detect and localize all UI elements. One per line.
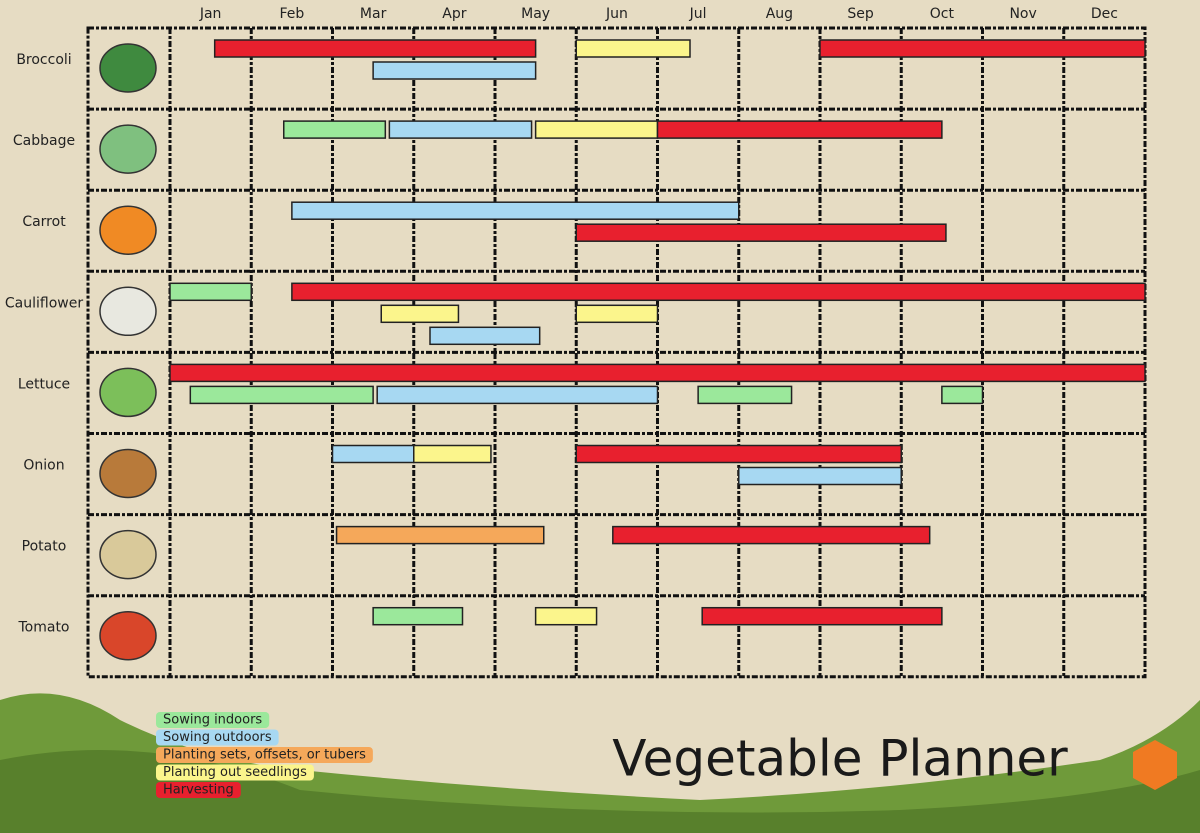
activity-bar <box>534 606 598 626</box>
activity-bar <box>941 385 984 405</box>
activity-bar <box>575 39 691 58</box>
month-label: Aug <box>766 6 793 22</box>
activity-bar <box>388 120 533 139</box>
activity-bar <box>372 606 464 626</box>
row-label: Tomato <box>17 620 69 636</box>
activity-bar <box>376 385 659 405</box>
activity-bar <box>372 61 537 80</box>
legend-label: Planting sets, offsets, or tubers <box>163 748 366 763</box>
vegetable-icon <box>99 205 157 255</box>
vegetable-icon <box>99 610 157 661</box>
activity-bar <box>612 525 931 545</box>
month-label: Nov <box>1009 6 1036 22</box>
grass <box>0 693 1200 833</box>
row-label: Cauliflower <box>5 295 83 311</box>
month-label: Apr <box>442 6 466 22</box>
row-label: Cabbage <box>13 133 75 149</box>
activity-bar <box>819 39 1146 58</box>
vegetable-icon <box>99 448 157 499</box>
activity-bar <box>169 282 252 302</box>
activity-bar <box>331 444 415 464</box>
row-label: Lettuce <box>18 376 70 392</box>
activity-bar <box>575 304 659 324</box>
legend-label: Planting out seedlings <box>163 765 307 780</box>
legend-swatch <box>156 747 373 763</box>
month-label: Jan <box>199 6 222 22</box>
chart-title: Vegetable Planner <box>612 730 1068 788</box>
vegetable-icon <box>99 43 157 93</box>
activity-bar <box>575 223 947 242</box>
vegetable-icon <box>99 286 157 337</box>
activity-bar <box>335 525 545 545</box>
month-label: May <box>521 6 550 22</box>
activity-bar <box>380 304 460 324</box>
activity-bar <box>283 120 387 139</box>
month-label: Dec <box>1091 6 1118 22</box>
activity-bar <box>213 39 537 58</box>
legend-swatch <box>156 729 279 746</box>
row-label: Carrot <box>22 214 66 230</box>
activity-bar <box>697 385 793 405</box>
row-label: Onion <box>23 458 64 474</box>
activity-bar <box>575 444 902 464</box>
vegetable-icon <box>99 124 157 174</box>
row-label: Potato <box>22 539 67 555</box>
legend-swatch <box>156 712 270 728</box>
legend-label: Sowing outdoors <box>163 730 272 745</box>
activity-bar <box>189 385 374 405</box>
logo <box>1133 740 1177 790</box>
month-label: Feb <box>279 6 304 22</box>
activity-bar <box>656 120 943 139</box>
month-label: Oct <box>930 6 955 22</box>
vegetable-icon <box>99 529 157 580</box>
activity-bar <box>291 282 1146 302</box>
month-label: Jul <box>689 6 707 22</box>
row-label: Broccoli <box>16 52 71 68</box>
vegetable-icon <box>99 367 157 418</box>
activity-bar <box>534 120 659 139</box>
legend-swatch <box>156 764 314 781</box>
activity-bar <box>701 606 943 626</box>
activity-bar <box>413 444 492 464</box>
activity-bar <box>738 466 902 486</box>
activity-bar <box>429 326 541 346</box>
legend-label: Harvesting <box>163 783 234 798</box>
legend-label: Sowing indoors <box>163 713 262 728</box>
month-label: Jun <box>605 6 628 22</box>
month-label: Sep <box>847 6 874 22</box>
activity-bar <box>169 363 1146 383</box>
activity-bar <box>291 201 740 220</box>
legend-swatch <box>156 782 241 798</box>
month-label: Mar <box>360 6 387 22</box>
